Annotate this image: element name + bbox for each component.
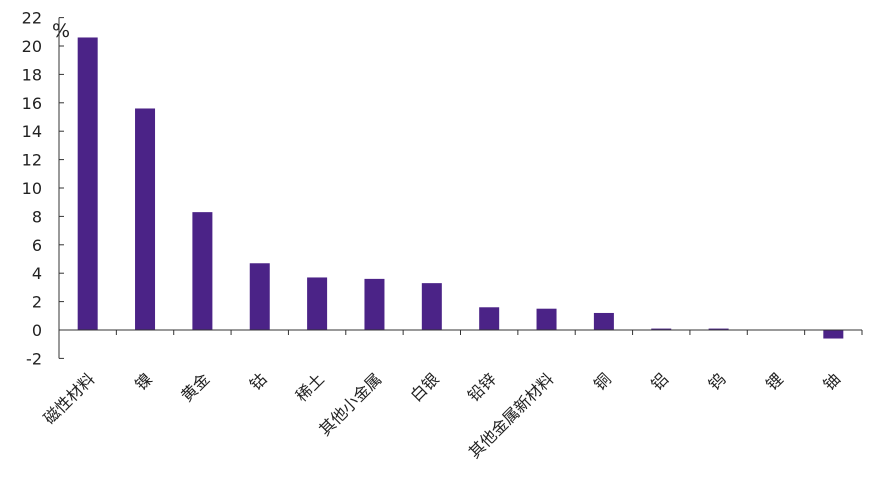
bar — [307, 277, 328, 330]
bar — [249, 263, 270, 330]
y-tick-label: 20 — [22, 37, 42, 56]
y-tick-label: 8 — [32, 207, 42, 226]
y-tick-label: 4 — [32, 264, 42, 283]
bar — [364, 278, 385, 330]
bar — [135, 108, 156, 330]
x-category-label: 白银 — [407, 369, 443, 405]
y-tick-label: 16 — [22, 94, 42, 113]
y-tick-label: -2 — [26, 349, 42, 368]
bar — [651, 328, 672, 331]
y-tick-label: 12 — [22, 151, 42, 170]
x-category-label: 钨 — [705, 369, 730, 394]
x-category-label: 铜 — [590, 369, 615, 394]
y-tick-label: 14 — [22, 122, 42, 141]
x-category-label: 镍 — [131, 369, 156, 394]
y-tick-label: 2 — [32, 293, 42, 312]
bar — [708, 328, 729, 331]
bar — [77, 37, 98, 330]
x-category-label: 其他小金属 — [315, 369, 385, 439]
category-labels: 磁性材料镍黄金钴稀土其他小金属 白银 铅锌其他金属新材料铜铝钨锂铀 — [40, 369, 844, 462]
x-category-label: 铀 — [819, 369, 844, 394]
x-category-label: 黄金 — [177, 369, 213, 405]
x-category-label: 锂 — [762, 369, 787, 394]
y-tick-label: 22 — [22, 9, 42, 28]
x-category-label: 铝 — [647, 369, 672, 394]
bars — [77, 37, 844, 339]
y-tick-label: 6 — [32, 236, 42, 255]
y-tick-label: 0 — [32, 321, 42, 340]
bar — [823, 330, 844, 339]
bar — [479, 307, 500, 330]
y-axis-unit: % — [52, 20, 70, 42]
bar — [536, 308, 557, 330]
bar — [593, 312, 614, 330]
x-category-label: 磁性材料 — [40, 369, 99, 428]
x-category-label: 稀土 — [292, 369, 328, 405]
y-tick-label: 18 — [22, 65, 42, 84]
x-category-label: 铅锌 — [464, 369, 500, 405]
x-axis — [59, 329, 863, 335]
y-tick-label: 10 — [22, 179, 42, 198]
bar — [192, 212, 213, 330]
x-category-label: 钴 — [246, 369, 271, 394]
bar — [421, 283, 442, 330]
